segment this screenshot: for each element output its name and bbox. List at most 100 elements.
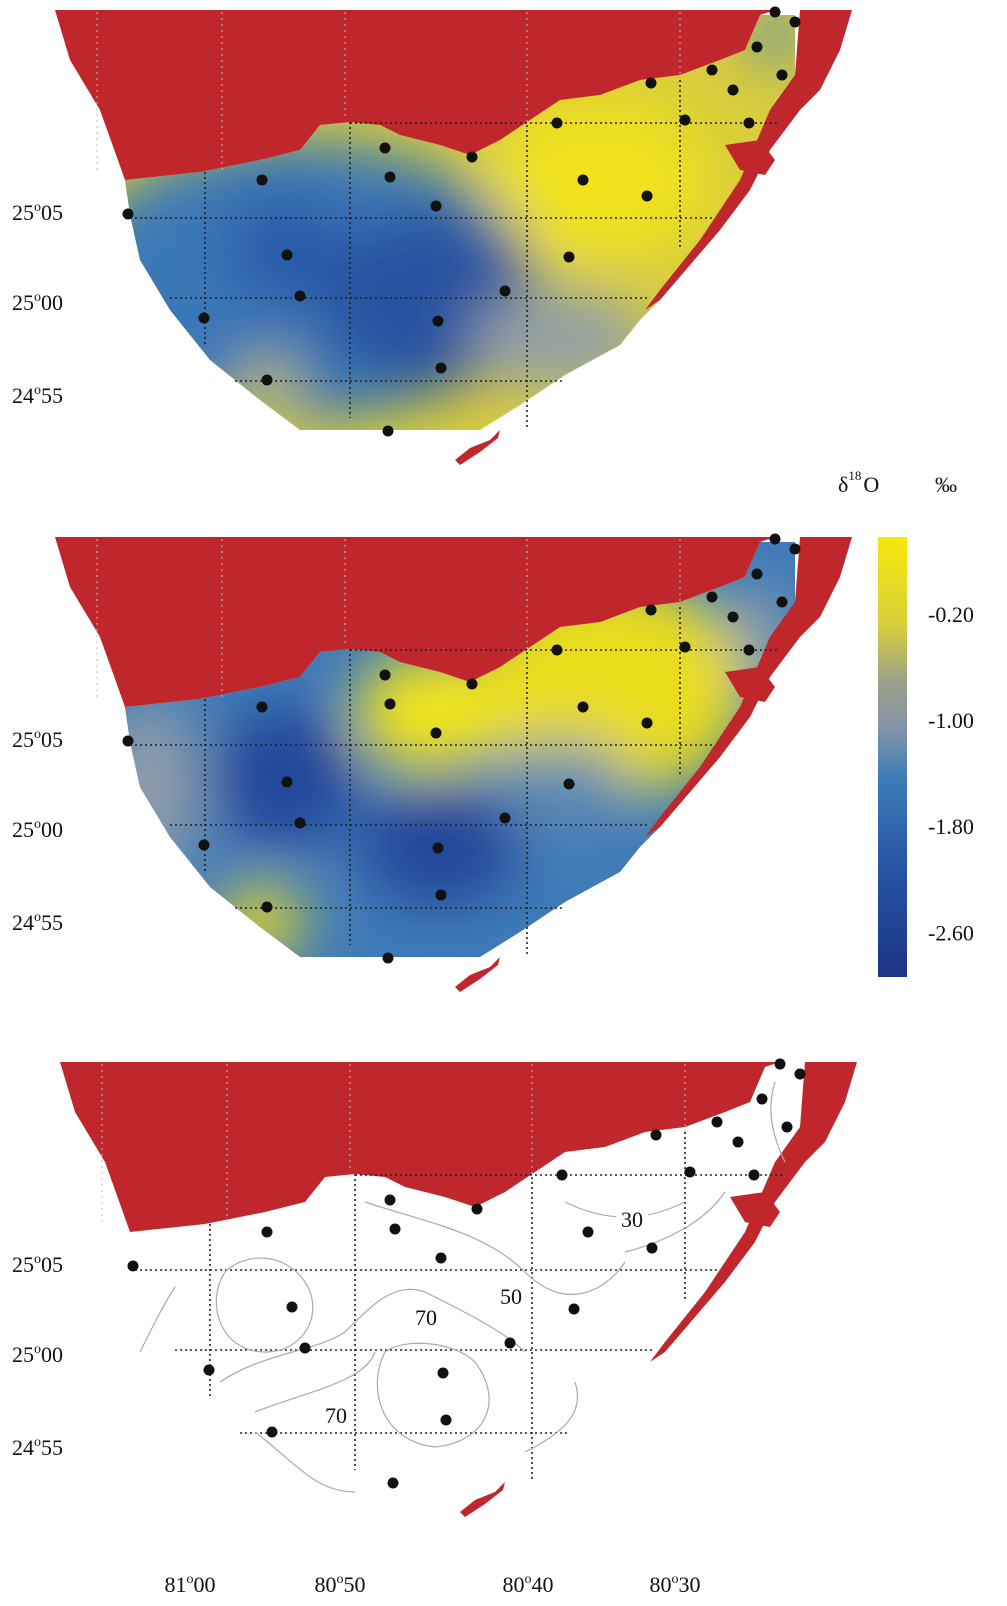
station <box>556 1169 568 1181</box>
station <box>568 1303 580 1315</box>
label-minutes: 55 <box>41 383 63 408</box>
station <box>122 735 134 747</box>
station <box>198 839 210 851</box>
station <box>743 117 755 129</box>
label-degree-sign: o <box>34 727 41 742</box>
label-degree-sign: o <box>34 290 41 305</box>
label-degrees: 24 <box>12 383 34 408</box>
station <box>789 543 801 555</box>
station <box>432 842 444 854</box>
title-symbol: δ <box>838 472 848 497</box>
station <box>551 644 563 656</box>
station <box>645 77 657 89</box>
label-degree-sign: o <box>672 1572 679 1587</box>
station <box>706 64 718 76</box>
station <box>256 701 268 713</box>
map-panel-1 <box>55 6 852 465</box>
station <box>122 208 134 220</box>
station <box>198 312 210 324</box>
station <box>577 701 589 713</box>
label-minutes: 50 <box>344 1572 366 1597</box>
station <box>389 1223 401 1235</box>
latitude-label: 25o00 <box>12 817 63 842</box>
station <box>706 591 718 603</box>
station <box>748 1169 760 1181</box>
station <box>435 1252 447 1264</box>
station <box>466 678 478 690</box>
label-degree-sign: o <box>34 383 41 398</box>
contour-label-bg <box>410 1305 442 1329</box>
label-degrees: 25 <box>12 727 34 752</box>
station <box>684 1166 696 1178</box>
station <box>646 1242 658 1254</box>
station <box>266 1426 278 1438</box>
station <box>384 698 396 710</box>
colorbar-unit: ‰ <box>935 472 957 497</box>
label-minutes: 00 <box>41 817 63 842</box>
latitude-label: 25o05 <box>12 1252 63 1277</box>
station <box>679 641 691 653</box>
station <box>711 1116 723 1128</box>
longitude-label: 80o30 <box>650 1572 701 1597</box>
station <box>471 1203 483 1215</box>
colorbar-tick-label: -0.20 <box>928 602 974 627</box>
label-degrees: 24 <box>12 1435 34 1460</box>
contour-label: 70 <box>325 1403 347 1428</box>
latitude-label: 24o55 <box>12 910 63 935</box>
map-panel-2 <box>55 533 852 992</box>
colorbar <box>878 537 907 977</box>
label-degrees: 25 <box>12 290 34 315</box>
colorbar-tick-label: -1.80 <box>928 814 974 839</box>
station <box>430 200 442 212</box>
station <box>751 568 763 580</box>
station <box>756 1093 768 1105</box>
label-degree-sign: o <box>34 200 41 215</box>
station <box>774 1058 786 1070</box>
station <box>504 1337 516 1349</box>
label-degree-sign: o <box>187 1572 194 1587</box>
station <box>645 604 657 616</box>
longitude-label: 80o40 <box>503 1572 554 1597</box>
station <box>281 776 293 788</box>
station <box>281 249 293 261</box>
station <box>751 41 763 53</box>
station <box>466 151 478 163</box>
station <box>769 6 781 18</box>
station <box>432 315 444 327</box>
contour-label: 50 <box>500 1284 522 1309</box>
station <box>294 817 306 829</box>
station <box>379 669 391 681</box>
station <box>789 16 801 28</box>
latitude-label: 25o05 <box>12 727 63 752</box>
contour-label: 70 <box>415 1305 437 1330</box>
station <box>382 425 394 437</box>
station <box>563 778 575 790</box>
station <box>781 1121 793 1133</box>
station <box>727 611 739 623</box>
colorbar-tick-label: -1.00 <box>928 708 974 733</box>
label-minutes: 55 <box>41 1435 63 1460</box>
station <box>650 1129 662 1141</box>
longitude-label: 80o50 <box>315 1572 366 1597</box>
contour-lines <box>139 1081 786 1493</box>
latitude-label: 24o55 <box>12 1435 63 1460</box>
label-degrees: 80 <box>650 1572 672 1597</box>
label-degree-sign: o <box>34 817 41 832</box>
map-panel-3 <box>60 1058 857 1517</box>
station <box>387 1477 399 1489</box>
station <box>679 114 691 126</box>
label-minutes: 05 <box>41 727 63 752</box>
label-degree-sign: o <box>34 1252 41 1267</box>
station <box>286 1301 298 1313</box>
label-minutes: 55 <box>41 910 63 935</box>
station <box>551 117 563 129</box>
title-superscript: 18 <box>848 468 861 483</box>
station <box>261 901 273 913</box>
label-degree-sign: o <box>34 1342 41 1357</box>
station <box>727 84 739 96</box>
station <box>382 952 394 964</box>
label-degrees: 81 <box>165 1572 187 1597</box>
label-degree-sign: o <box>337 1572 344 1587</box>
label-minutes: 40 <box>532 1572 554 1597</box>
